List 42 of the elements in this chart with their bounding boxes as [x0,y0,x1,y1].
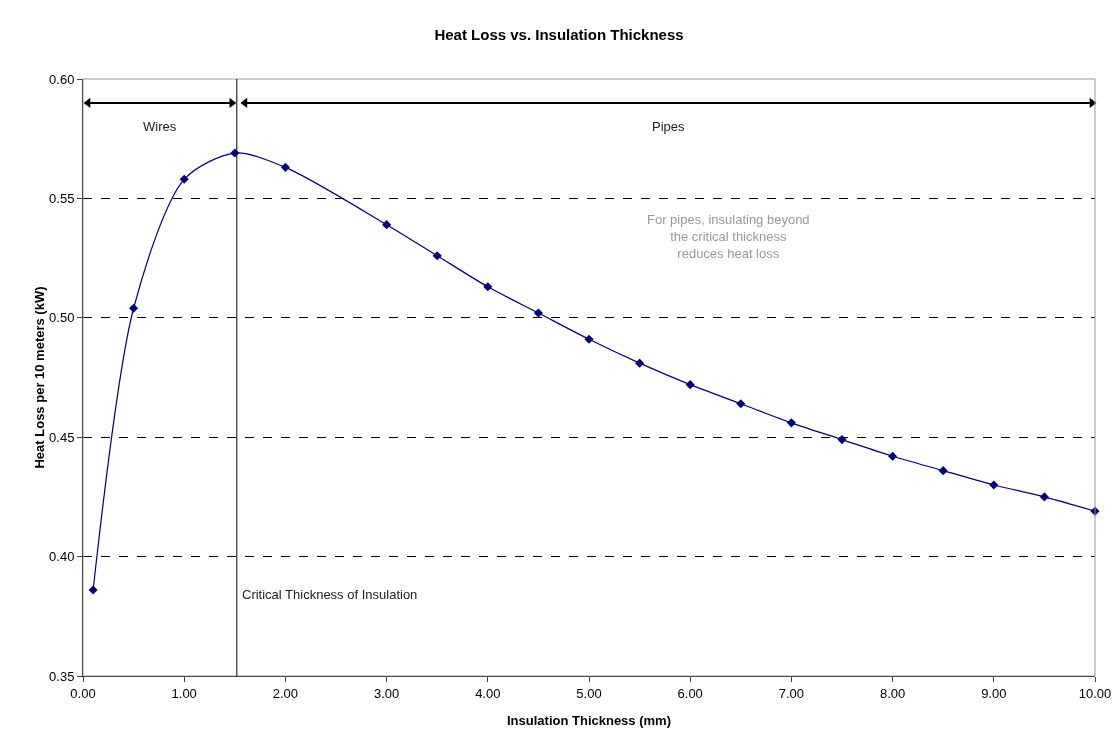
point [129,303,139,313]
point [1039,492,1049,502]
x-tick-label: 10.00 [1078,685,1112,701]
point [280,162,290,172]
series-label: Pipes [652,119,686,134]
point [483,282,493,292]
x-tick-label: 4.00 [475,685,501,701]
x-tick-label: 1.00 [171,685,197,701]
point [432,251,442,261]
x-tick-label: 3.00 [373,685,400,701]
x-tick-label: 0.00 [70,685,96,701]
point [989,480,999,490]
y-tick-label: 0.50 [49,310,75,326]
series-label: Wires [143,119,177,134]
point [88,585,98,595]
y-tick-label: 0.35 [49,668,75,684]
x-tick-label: 7.00 [778,685,805,701]
x-tick-label: 6.00 [677,685,703,701]
point [786,418,796,428]
x-axis-title: Insulation Thickness (mm) [507,713,671,728]
point [179,174,189,184]
ref-line-label: Critical Thickness of Insulation [242,587,418,602]
point [837,435,847,445]
point [736,399,746,409]
x-tick-label: 8.00 [879,685,906,701]
point [635,358,645,368]
point [685,380,695,390]
point [584,334,594,344]
y-axis-title: Heat Loss per 10 meters (kW) [32,286,48,469]
x-tick-label: 5.00 [576,685,602,701]
x-tick-label: 9.00 [981,685,1007,701]
annotation: For pipes, insulating beyond the critical thickness reduces heat loss [647,212,810,261]
chart-title: Heat Loss vs. Insulation Thickness [434,26,684,44]
y-tick-label: 0.60 [49,71,75,87]
y-tick-label: 0.40 [49,549,75,565]
point [382,220,392,230]
point [888,451,898,461]
x-tick-label: 2.00 [272,685,299,701]
point [533,308,543,318]
y-tick-label: 0.55 [49,190,75,206]
point [938,466,948,476]
y-tick-label: 0.45 [49,429,75,445]
